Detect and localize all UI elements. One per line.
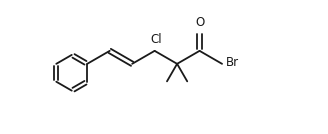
Text: Cl: Cl (150, 33, 162, 46)
Text: O: O (195, 16, 204, 29)
Text: Br: Br (226, 56, 239, 69)
